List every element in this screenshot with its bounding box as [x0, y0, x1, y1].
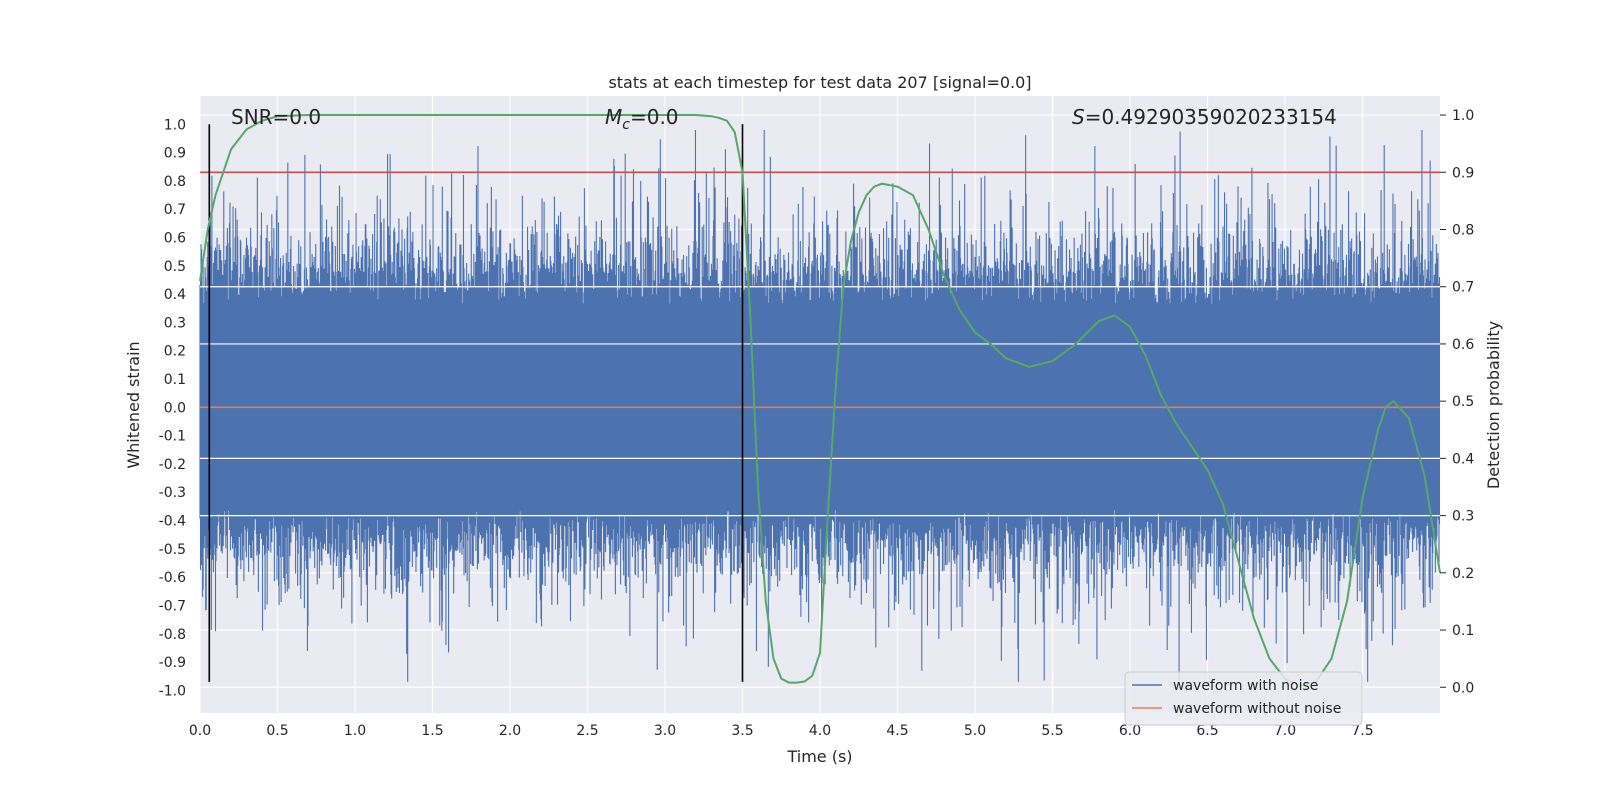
x-tick-label: 5.5 [1041, 723, 1063, 739]
score-symbol: S [1072, 105, 1085, 129]
x-tick-label: 4.5 [886, 723, 908, 739]
x-tick-label: 7.5 [1351, 723, 1373, 739]
x-tick-label: 6.0 [1119, 723, 1141, 739]
x-tick-label: 0.0 [189, 723, 211, 739]
y2-tick-label: 0.7 [1452, 280, 1474, 296]
y-tick-label: 0.4 [164, 287, 186, 303]
y-tick-label: 0.7 [164, 202, 186, 218]
y-tick-label: 0.0 [164, 400, 186, 416]
legend-label-waveform-with-noise: waveform with noise [1173, 678, 1318, 694]
y-tick-label: -0.3 [159, 485, 186, 501]
y2-tick-label: 0.5 [1452, 394, 1474, 410]
x-tick-label: 1.5 [421, 723, 443, 739]
y-tick-label: -0.5 [159, 542, 186, 558]
y-tick-label: 0.3 [164, 315, 186, 331]
y-tick-label: -0.1 [159, 429, 186, 445]
y2-tick-label: 1.0 [1452, 108, 1474, 124]
legend-box [1124, 671, 1363, 726]
x-tick-label: 2.5 [576, 723, 598, 739]
y-tick-label: -0.8 [159, 627, 186, 643]
legend-label-waveform-without-noise: waveform without noise [1173, 701, 1341, 717]
y-tick-label: 0.5 [164, 259, 186, 275]
y-tick-label: -0.9 [159, 655, 186, 671]
chirp-mass-annotation: Mc=0.0 [605, 105, 679, 133]
y-tick-label: 0.9 [164, 146, 186, 162]
y2-tick-label: 0.2 [1452, 566, 1474, 582]
chirp-mass-subscript: c [622, 117, 630, 133]
y-tick-label: -0.2 [159, 457, 186, 473]
y-tick-label: 0.2 [164, 344, 186, 360]
y2-tick-label: 0.3 [1452, 509, 1474, 525]
y2-tick-label: 0.1 [1452, 623, 1474, 639]
x-tick-label: 3.0 [654, 723, 676, 739]
marker-lines [208, 124, 744, 682]
x-tick-label: 4.0 [809, 723, 831, 739]
x-tick-label: 0.5 [266, 723, 288, 739]
snr-annotation: SNR=0.0 [231, 105, 321, 129]
x-tick-label: 2.0 [499, 723, 521, 739]
chart-title: stats at each timestep for test data 207… [608, 73, 1031, 92]
y-tick-label: -0.4 [159, 514, 186, 530]
y-tick-label: 1.0 [164, 117, 186, 133]
score-annotation: S=0.49290359020233154 [1072, 105, 1337, 129]
y-tick-label: -1.0 [159, 683, 186, 699]
y-tick-label: 0.8 [164, 174, 186, 190]
legend: waveform with noise waveform without noi… [1124, 671, 1363, 726]
x-axis-label: Time (s) [786, 747, 852, 766]
score-value: =0.49290359020233154 [1085, 105, 1337, 129]
y2-axis-label: Detection probability [1484, 321, 1503, 489]
chirp-mass-value: =0.0 [630, 105, 679, 129]
y-axis-label: Whitened strain [124, 341, 143, 468]
ticks: 0.0 0.5 1.0 1.5 2.0 2.5 3.0 3.5 4.0 4.5 5.0 5.5 6.0 6… [159, 108, 1475, 739]
x-tick-label: 1.0 [344, 723, 366, 739]
x-tick-label: 3.5 [731, 723, 753, 739]
y-tick-label: 0.1 [164, 372, 186, 388]
y2-tick-label: 0.0 [1452, 680, 1474, 696]
x-tick-label: 7.0 [1274, 723, 1296, 739]
y2-tick-label: 0.8 [1452, 222, 1474, 238]
y2-tick-label: 0.6 [1452, 337, 1474, 353]
y2-tick-label: 0.4 [1452, 451, 1474, 467]
x-tick-label: 5.0 [964, 723, 986, 739]
chirp-mass-symbol: M [605, 105, 622, 129]
y-tick-label: -0.7 [159, 598, 186, 614]
x-tick-label: 6.5 [1196, 723, 1218, 739]
y-tick-label: -0.6 [159, 570, 186, 586]
y-tick-label: 0.6 [164, 231, 186, 247]
y2-tick-label: 0.9 [1452, 165, 1474, 181]
